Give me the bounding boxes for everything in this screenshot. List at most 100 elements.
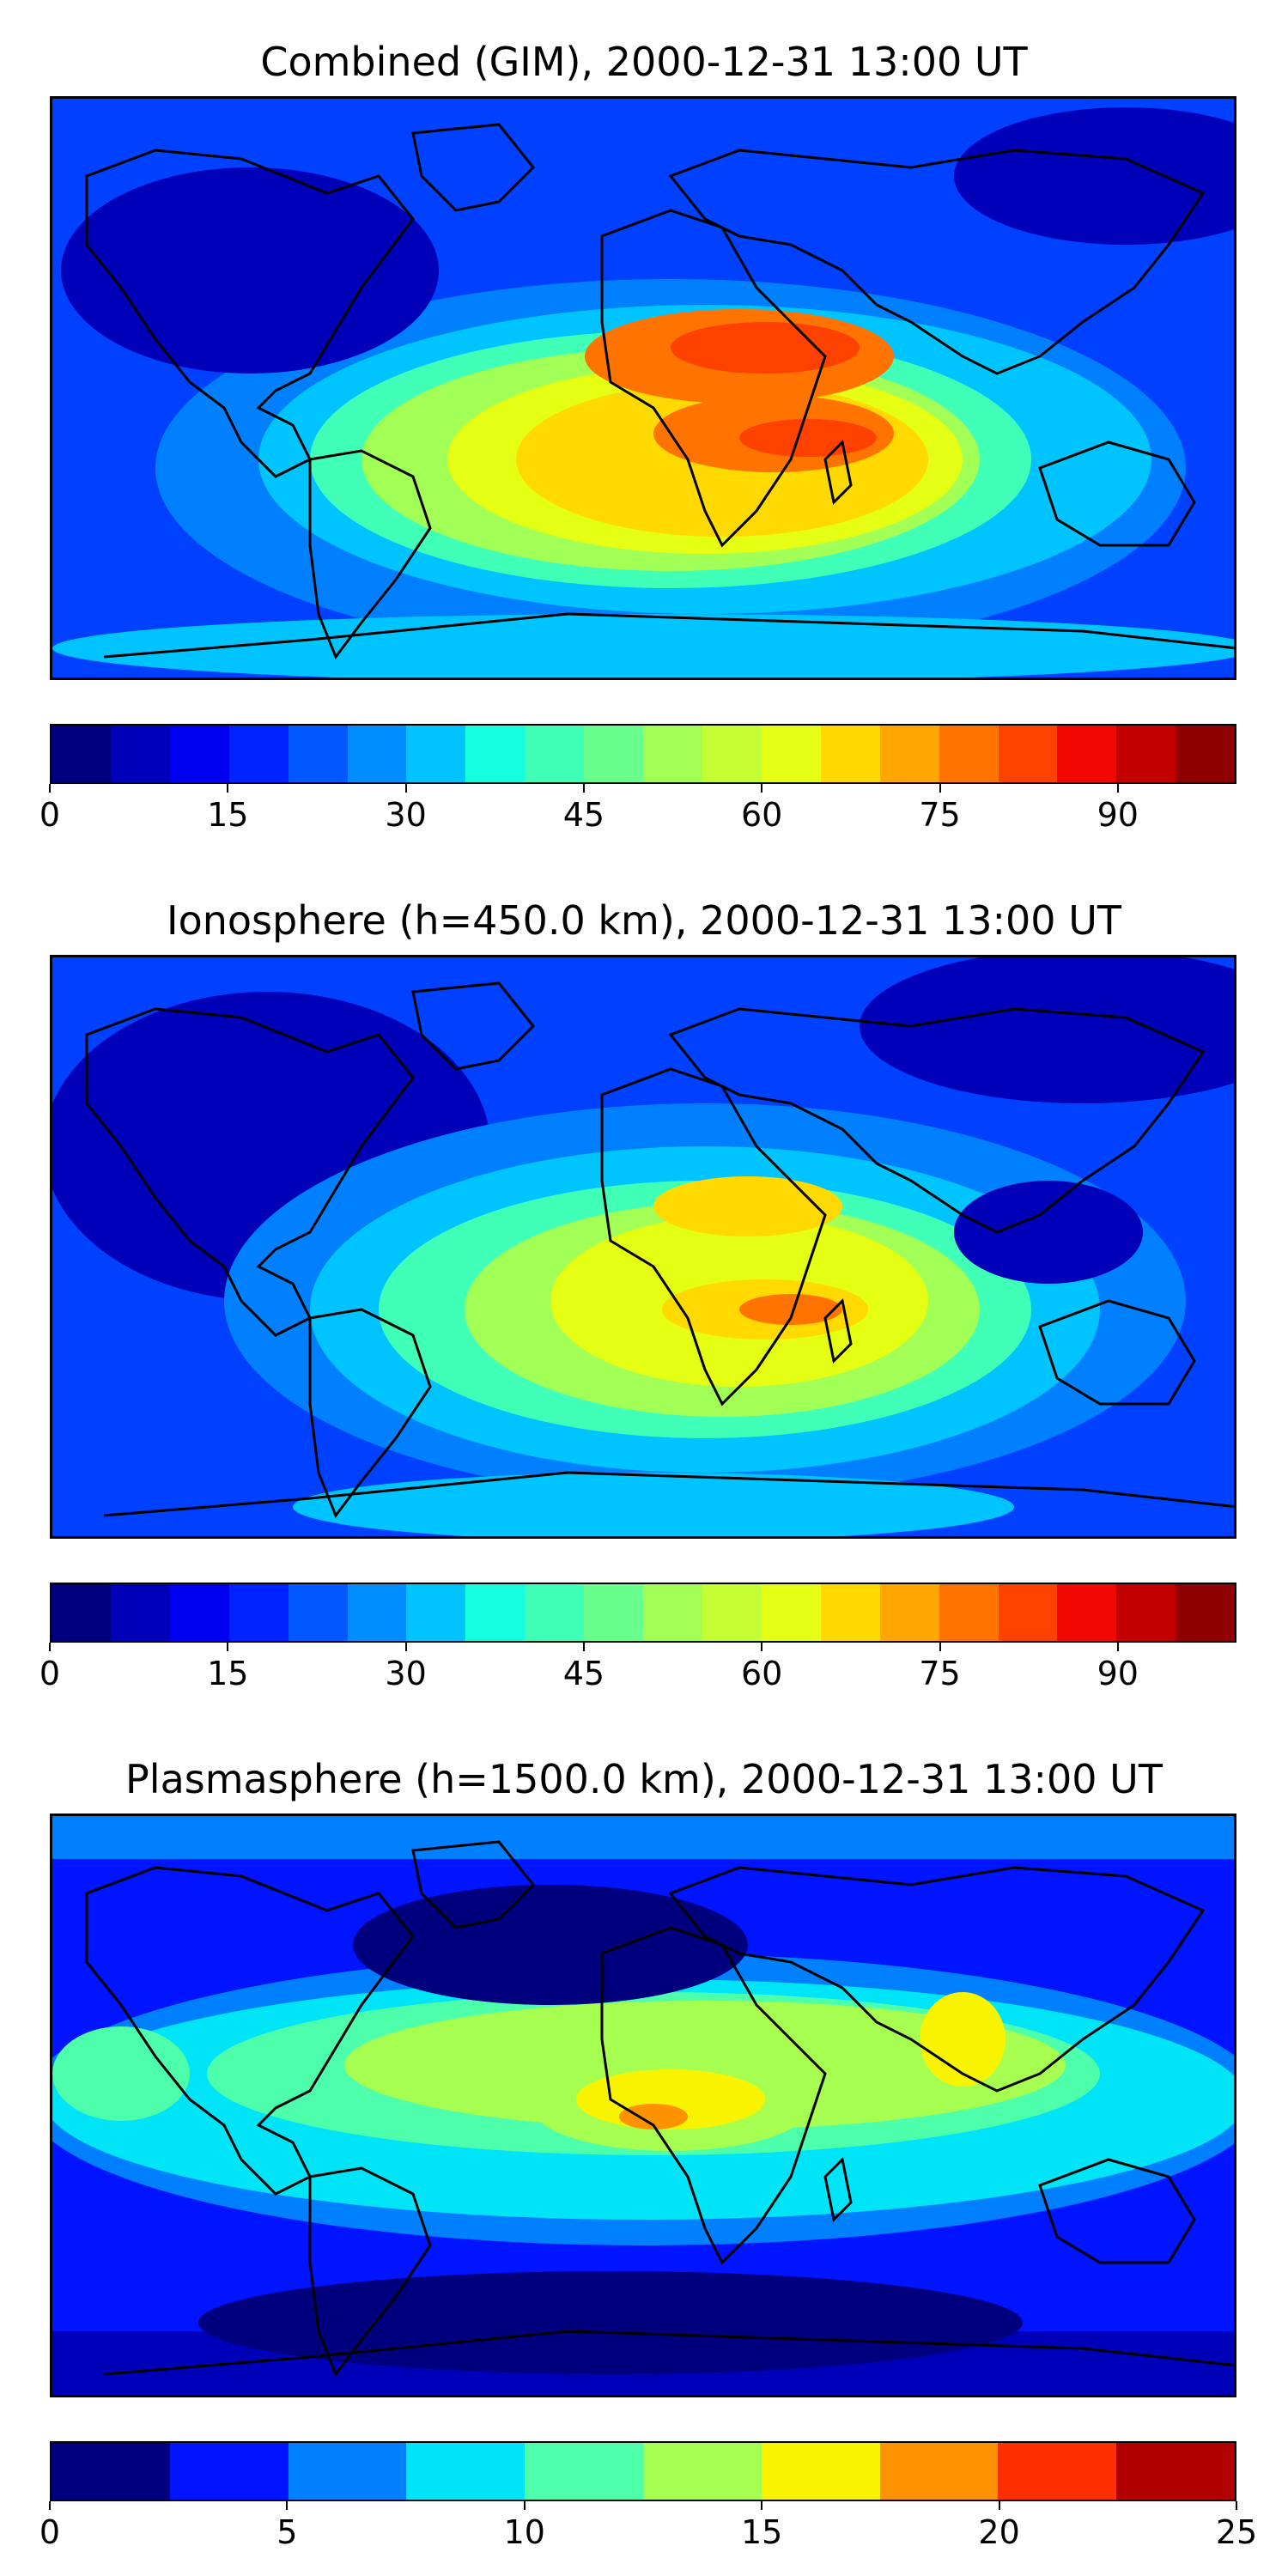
colorbar-segment (939, 726, 999, 782)
colorbar-segment (288, 2443, 407, 2500)
colorbar-segment (643, 1584, 702, 1641)
colorbar-segment (879, 1584, 939, 1641)
colorbar-segment (761, 726, 821, 782)
colorbar-segment (939, 1584, 999, 1641)
colorbar-segment (879, 726, 939, 782)
colorbar-tick-label: 30 (385, 1655, 427, 1692)
colorbar-segment (1057, 726, 1117, 782)
colorbar-segment (642, 2443, 762, 2500)
colorbar-tick (227, 784, 229, 793)
colorbar-segment (288, 1584, 348, 1641)
colorbar-segment (465, 1584, 526, 1641)
colorbar-segment (52, 1584, 111, 1641)
colorbar-tick (1236, 2501, 1237, 2510)
colorbar-tick-label: 30 (385, 796, 427, 834)
map-plasmasphere (50, 1814, 1236, 2397)
colorbar-segment (406, 726, 466, 782)
colorbar-segment (406, 1584, 466, 1641)
colorbar-tick (49, 784, 51, 793)
colorbar-tick (523, 2501, 526, 2510)
colorbar-tick-label: 75 (919, 796, 961, 834)
colorbar-segment (406, 2443, 526, 2500)
colorbar-tick (1116, 1643, 1119, 1651)
colorbar-tick-label: 90 (1097, 1655, 1139, 1692)
colorbar-tick-label: 60 (741, 796, 783, 834)
map-combined (50, 96, 1236, 680)
colorbar-tick (404, 1643, 407, 1651)
colorbar-segment (1176, 1584, 1235, 1641)
map-ionosphere (50, 955, 1236, 1539)
colorbar-tick (582, 1643, 585, 1651)
colorbar-tick-label: 15 (207, 796, 249, 834)
colorbar-tick-label: 60 (741, 1655, 783, 1692)
colorbar-tick (49, 2501, 51, 2510)
colorbar-ticks: 0 15 30 45 60 75 90 (39, 784, 1236, 835)
colorbar-tick-label: 0 (39, 1655, 61, 1692)
colorbar-segment (761, 1584, 821, 1641)
colorbar-segment (110, 726, 170, 782)
colorbar-segment (584, 1584, 644, 1641)
colorbar-tick (939, 784, 941, 793)
colorbar-tick-label: 45 (562, 1655, 605, 1692)
colorbar-tick-label: 0 (39, 2513, 61, 2551)
colorbar-segment (1176, 726, 1235, 782)
colorbar-tick-label: 15 (741, 2513, 783, 2551)
colorbar-tick-label: 0 (39, 796, 61, 834)
colorbar-segment (347, 1584, 407, 1641)
colorbar-tick-label: 25 (1215, 2513, 1258, 2551)
colorbar-tick (998, 2501, 1000, 2510)
colorbar-segment (702, 726, 762, 782)
colorbar-segment (347, 726, 407, 782)
colorbar-tick-label: 90 (1097, 796, 1139, 834)
colorbar-ticks: 0 15 30 45 60 75 90 (39, 1643, 1236, 1694)
panel-title: Ionosphere (h=450.0 km), 2000-12-31 13:0… (167, 897, 1121, 944)
colorbar-tick (1116, 784, 1119, 793)
colorbar-segment (820, 726, 880, 782)
colorbar-tick (761, 2501, 763, 2510)
colorbar-segment (879, 2443, 999, 2500)
colorbar-tick-label: 5 (276, 2513, 298, 2551)
colorbar-segment (52, 2443, 170, 2500)
colorbar-segment (288, 726, 348, 782)
colorbar-tick (761, 784, 763, 793)
colorbar-tick-label: 45 (562, 796, 605, 834)
colorbar-segment (643, 726, 702, 782)
colorbar-combined (50, 724, 1236, 784)
colorbar-tick (404, 784, 407, 793)
colorbar-segment (584, 726, 644, 782)
colorbar-tick-label: 10 (503, 2513, 545, 2551)
colorbar-segment (52, 726, 111, 782)
colorbar-segment (228, 726, 289, 782)
colorbar-segment (169, 1584, 229, 1641)
colorbar-segment (1116, 726, 1176, 782)
colorbar-segment (169, 726, 229, 782)
colorbar-segment (525, 1584, 585, 1641)
colorbar-segment (110, 1584, 170, 1641)
colorbar-ticks: 0 5 10 15 20 25 (39, 2501, 1257, 2553)
colorbar-segment (998, 726, 1058, 782)
colorbar-tick (939, 1643, 941, 1651)
colorbar-segment (702, 1584, 762, 1641)
colorbar-tick (761, 1643, 763, 1651)
colorbar-segment (525, 726, 585, 782)
colorbar-segment (169, 2443, 289, 2500)
colorbar-tick-label: 75 (919, 1655, 961, 1692)
colorbar-segment (525, 2443, 643, 2500)
panel-title: Plasmasphere (h=1500.0 km), 2000-12-31 1… (125, 1756, 1163, 1802)
colorbar-segment (1057, 1584, 1117, 1641)
colorbar-tick (582, 784, 585, 793)
colorbar-segment (820, 1584, 880, 1641)
colorbar-tick (227, 1643, 229, 1651)
colorbar-segment (1116, 2443, 1235, 2500)
colorbar-tick (49, 1643, 51, 1651)
colorbar-segment (228, 1584, 289, 1641)
panel-title: Combined (GIM), 2000-12-31 13:00 UT (260, 39, 1028, 85)
colorbar-segment (761, 2443, 880, 2500)
colorbar-tick-label: 15 (207, 1655, 249, 1692)
colorbar-tick (286, 2501, 289, 2510)
colorbar-ionosphere (50, 1583, 1236, 1643)
colorbar-segment (998, 2443, 1117, 2500)
colorbar-plasmasphere (50, 2441, 1236, 2501)
colorbar-segment (998, 1584, 1058, 1641)
colorbar-tick-label: 20 (978, 2513, 1020, 2551)
